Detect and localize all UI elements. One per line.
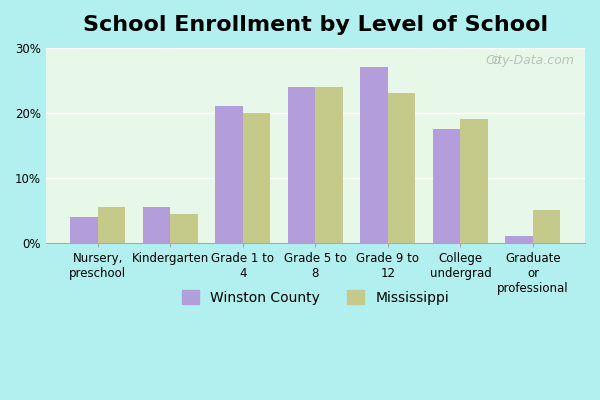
Text: City-Data.com: City-Data.com xyxy=(485,54,574,66)
Bar xyxy=(361,67,388,243)
Bar xyxy=(70,217,98,243)
Bar xyxy=(533,210,560,243)
Bar xyxy=(316,87,343,243)
Title: School Enrollment by Level of School: School Enrollment by Level of School xyxy=(83,15,548,35)
Bar xyxy=(288,87,316,243)
Legend: Winston County, Mississippi: Winston County, Mississippi xyxy=(176,284,454,310)
Bar xyxy=(98,207,125,243)
Text: ⊙: ⊙ xyxy=(491,54,502,66)
Bar xyxy=(170,214,198,243)
Bar xyxy=(243,113,271,243)
Bar xyxy=(460,119,488,243)
Bar xyxy=(215,106,243,243)
Bar xyxy=(433,129,460,243)
Bar xyxy=(143,207,170,243)
Bar xyxy=(505,236,533,243)
Bar xyxy=(388,93,415,243)
